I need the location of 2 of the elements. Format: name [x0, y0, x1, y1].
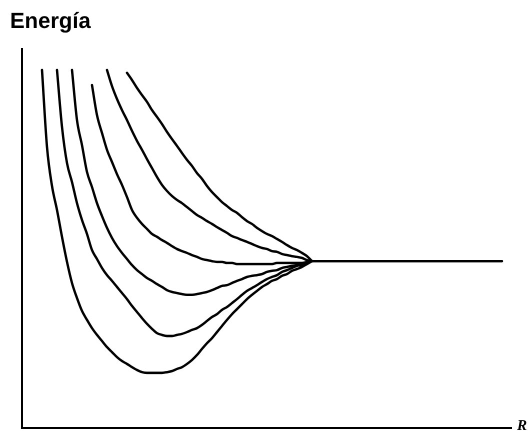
y-axis-title: Energía	[10, 8, 92, 33]
x-axis-title: R	[516, 418, 528, 431]
